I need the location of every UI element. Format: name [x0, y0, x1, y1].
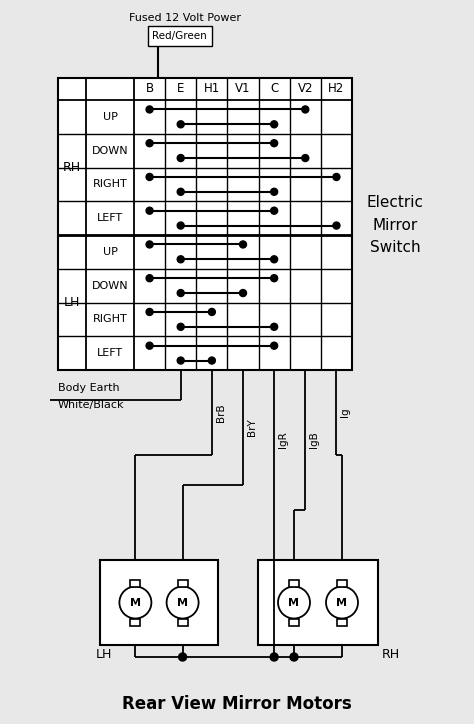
Text: V1: V1 — [235, 83, 251, 96]
Circle shape — [302, 106, 309, 113]
Circle shape — [146, 174, 153, 180]
Circle shape — [239, 290, 246, 297]
Circle shape — [146, 140, 153, 147]
Circle shape — [333, 222, 340, 229]
Circle shape — [146, 106, 153, 113]
Circle shape — [177, 290, 184, 297]
Circle shape — [271, 121, 278, 128]
Circle shape — [177, 324, 184, 330]
Circle shape — [177, 154, 184, 161]
Text: LEFT: LEFT — [97, 213, 123, 223]
Circle shape — [177, 256, 184, 263]
Circle shape — [177, 188, 184, 195]
Circle shape — [270, 653, 278, 661]
Bar — [130, 579, 140, 586]
Text: DOWN: DOWN — [91, 146, 128, 156]
Text: Ig: Ig — [340, 408, 350, 417]
Circle shape — [271, 256, 278, 263]
Bar — [178, 579, 188, 586]
Circle shape — [146, 207, 153, 214]
Text: M: M — [177, 597, 188, 607]
Text: Body Earth: Body Earth — [58, 383, 119, 393]
Text: BrY: BrY — [247, 418, 257, 437]
Circle shape — [290, 653, 298, 661]
Circle shape — [302, 154, 309, 161]
Circle shape — [271, 207, 278, 214]
Text: DOWN: DOWN — [91, 281, 128, 290]
Text: M: M — [130, 597, 141, 607]
Circle shape — [239, 241, 246, 248]
Text: V2: V2 — [298, 83, 313, 96]
Text: E: E — [177, 83, 184, 96]
Text: C: C — [270, 83, 278, 96]
Circle shape — [177, 121, 184, 128]
Bar — [147, 26, 211, 46]
Text: White/Black: White/Black — [58, 400, 125, 410]
Text: Fused 12 Volt Power: Fused 12 Volt Power — [128, 13, 241, 23]
Text: M: M — [289, 597, 300, 607]
Text: UP: UP — [102, 112, 118, 122]
Text: RH: RH — [63, 161, 81, 174]
Circle shape — [278, 586, 310, 618]
Circle shape — [271, 324, 278, 330]
Text: UP: UP — [102, 247, 118, 257]
Text: RIGHT: RIGHT — [92, 314, 128, 324]
Circle shape — [146, 274, 153, 282]
Circle shape — [209, 357, 215, 364]
Circle shape — [333, 174, 340, 180]
Text: Rear View Mirror Motors: Rear View Mirror Motors — [122, 695, 352, 713]
Circle shape — [177, 357, 184, 364]
Circle shape — [119, 586, 151, 618]
Bar — [130, 618, 140, 626]
Text: LH: LH — [64, 296, 80, 309]
Bar — [289, 618, 299, 626]
Circle shape — [146, 342, 153, 349]
Text: BrB: BrB — [216, 403, 226, 422]
Circle shape — [271, 342, 278, 349]
Bar — [337, 579, 347, 586]
Circle shape — [271, 274, 278, 282]
Bar — [178, 618, 188, 626]
Bar — [337, 618, 347, 626]
Text: M: M — [337, 597, 347, 607]
Circle shape — [271, 140, 278, 147]
Text: RH: RH — [382, 649, 400, 662]
Bar — [100, 560, 218, 645]
Circle shape — [326, 586, 358, 618]
Bar — [58, 78, 352, 370]
Text: LH: LH — [96, 649, 112, 662]
Text: Electric
Mirror
Switch: Electric Mirror Switch — [366, 195, 423, 255]
Text: H1: H1 — [204, 83, 220, 96]
Text: IgB: IgB — [310, 432, 319, 448]
Circle shape — [146, 241, 153, 248]
Circle shape — [179, 653, 187, 661]
Text: Red/Green: Red/Green — [152, 31, 207, 41]
Circle shape — [166, 586, 199, 618]
Circle shape — [209, 308, 215, 316]
Text: B: B — [146, 83, 154, 96]
Text: LEFT: LEFT — [97, 348, 123, 358]
Circle shape — [177, 222, 184, 229]
Circle shape — [146, 308, 153, 316]
Bar — [258, 560, 378, 645]
Text: IgR: IgR — [278, 432, 288, 448]
Bar — [289, 579, 299, 586]
Text: H2: H2 — [328, 83, 345, 96]
Text: RIGHT: RIGHT — [92, 180, 128, 190]
Circle shape — [271, 188, 278, 195]
